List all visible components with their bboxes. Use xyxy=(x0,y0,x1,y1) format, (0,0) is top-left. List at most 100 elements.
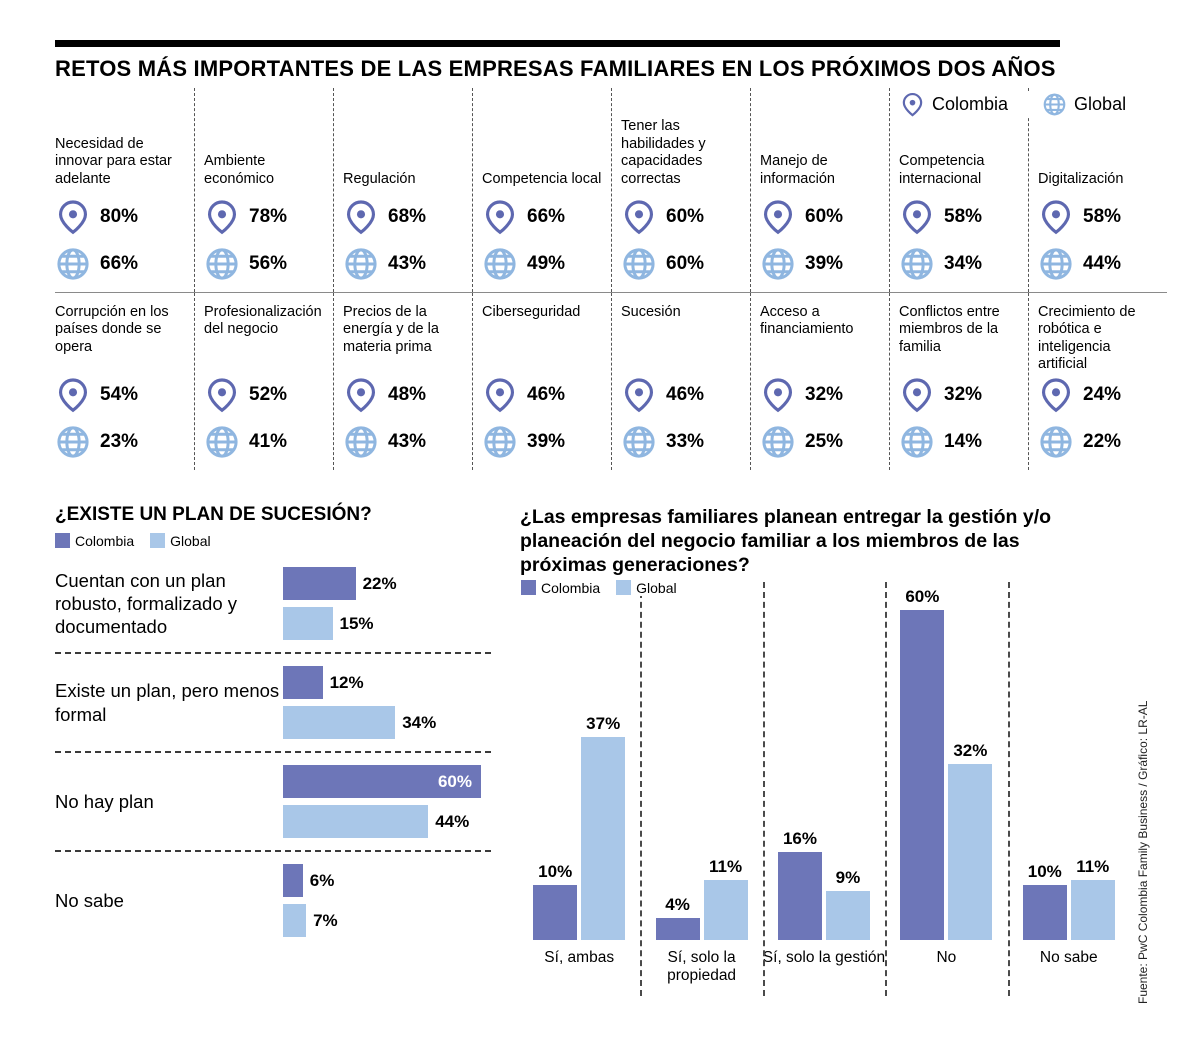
challenge-label: Corrupción en los países donde se opera xyxy=(55,304,169,355)
global-bar xyxy=(283,607,333,640)
global-bar xyxy=(283,904,307,937)
global-bar xyxy=(825,890,870,940)
bar-group: 10% 37% Sí, ambas xyxy=(518,582,640,996)
succession-category: No hay plan xyxy=(55,790,154,812)
colombia-value: 80% xyxy=(100,206,139,227)
global-bar-value: 34% xyxy=(402,712,437,732)
colombia-value: 58% xyxy=(944,206,983,227)
globe-icon xyxy=(55,424,91,460)
colombia-value: 66% xyxy=(527,206,566,227)
map-pin-icon xyxy=(760,377,796,413)
global-bar xyxy=(948,764,993,940)
challenge-item: Necesidad de innovar para estar adelante… xyxy=(55,88,194,292)
source-credit: Fuente: PwC Colombia Family Business / G… xyxy=(1136,700,1150,1004)
challenge-item: Ambiente económico 78% 56% xyxy=(194,88,333,292)
colombia-bar xyxy=(777,852,822,940)
legend-colombia: Colombia xyxy=(521,580,600,596)
colombia-value: 46% xyxy=(527,384,566,405)
management-chart-title: ¿Las empresas familiares planean entrega… xyxy=(520,506,1052,576)
globe-icon xyxy=(343,424,379,460)
challenge-label: Manejo de información xyxy=(760,153,835,187)
challenge-label: Sucesión xyxy=(621,304,681,320)
challenge-item: Digitalización 58% 44% xyxy=(1028,88,1167,292)
page-title: RETOS MÁS IMPORTANTES DE LAS EMPRESAS FA… xyxy=(55,56,1056,81)
title-rule xyxy=(55,40,1060,47)
colombia-value: 58% xyxy=(1083,206,1122,227)
bar-group: 60% 32% No xyxy=(885,582,1007,996)
globe-icon xyxy=(482,246,518,282)
challenge-item: Conflictos entre miembros de la familia … xyxy=(889,293,1028,470)
colombia-value: 54% xyxy=(100,384,139,405)
legend-colombia: Colombia xyxy=(900,92,1008,117)
global-value: 60% xyxy=(666,253,705,274)
colombia-bar-value: 10% xyxy=(538,862,573,881)
colombia-value: 60% xyxy=(666,206,705,227)
challenge-label: Profesionalización del negocio xyxy=(204,304,322,338)
globe-icon xyxy=(899,424,935,460)
globe-icon xyxy=(204,424,240,460)
global-bar-value: 9% xyxy=(835,867,861,887)
global-value: 39% xyxy=(527,431,566,452)
global-bar xyxy=(703,879,748,940)
colombia-bar xyxy=(533,885,578,940)
colombia-value: 68% xyxy=(388,206,427,227)
global-value: 34% xyxy=(944,253,983,274)
bar-group-category: Sí, solo la propiedad xyxy=(667,949,737,984)
challenge-label: Digitalización xyxy=(1038,170,1124,187)
dashed-separator xyxy=(55,652,491,654)
global-value: 23% xyxy=(100,431,139,452)
challenge-item: Crecimiento de robótica e inteligencia a… xyxy=(1028,293,1167,470)
map-pin-icon xyxy=(204,199,240,235)
succession-category: No sabe xyxy=(55,889,124,911)
global-bar xyxy=(283,706,396,739)
challenge-label: Ciberseguridad xyxy=(482,304,581,320)
succession-row: No hay plan 60% 44% xyxy=(55,753,491,850)
dashed-separator-vertical xyxy=(885,582,888,996)
legend-colombia-label: Colombia xyxy=(541,580,601,596)
challenge-item: Competencia local 66% 49% xyxy=(472,88,611,292)
map-pin-icon xyxy=(204,377,240,413)
global-bar xyxy=(283,805,429,838)
map-pin-icon xyxy=(899,199,935,235)
colombia-value: 52% xyxy=(249,384,288,405)
challenges-grid: Necesidad de innovar para estar adelante… xyxy=(55,88,1167,470)
colombia-swatch xyxy=(521,580,536,595)
challenge-item: Profesionalización del negocio 52% 41% xyxy=(194,293,333,470)
globe-icon xyxy=(1042,92,1067,117)
colombia-bar-value: 22% xyxy=(362,573,397,593)
challenge-item: Corrupción en los países donde se opera … xyxy=(55,293,194,470)
map-pin-icon xyxy=(482,199,518,235)
challenge-item: Precios de la energía y de la materia pr… xyxy=(333,293,472,470)
colombia-bar-value: 4% xyxy=(665,895,690,914)
challenge-item: Regulación 68% 43% xyxy=(333,88,472,292)
challenge-label: Ambiente económico xyxy=(204,153,275,187)
succession-category: Cuentan con un plan robusto, formalizado… xyxy=(55,569,238,638)
globe-icon xyxy=(899,246,935,282)
challenge-label: Precios de la energía y de la materia pr… xyxy=(343,304,439,355)
dashed-separator-vertical xyxy=(640,582,643,996)
challenge-label: Regulación xyxy=(343,170,416,187)
map-pin-icon xyxy=(900,92,925,117)
colombia-value: 32% xyxy=(805,384,844,405)
map-pin-icon xyxy=(55,199,91,235)
global-value: 44% xyxy=(1083,253,1122,274)
map-pin-icon xyxy=(343,199,379,235)
bar-group: 10% 11% No sabe xyxy=(1008,582,1130,996)
colombia-bar xyxy=(283,666,323,699)
global-swatch xyxy=(150,533,166,548)
challenges-row-2: Corrupción en los países donde se opera … xyxy=(55,292,1167,470)
challenge-item: Acceso a financiamiento 32% 25% xyxy=(750,293,889,470)
colombia-bar-value: 6% xyxy=(309,870,335,890)
challenge-label: Competencia local xyxy=(482,170,602,187)
colombia-value: 60% xyxy=(805,206,844,227)
global-bar-value: 11% xyxy=(1076,856,1110,876)
challenges-legend: Colombia Global xyxy=(900,92,1127,117)
succession-chart-title: ¿EXISTE UN PLAN DE SUCESIÓN? xyxy=(55,504,372,525)
colombia-value: 24% xyxy=(1083,384,1122,405)
global-value: 66% xyxy=(100,253,139,274)
legend-global-label: Global xyxy=(170,533,211,549)
legend-global-label: Global xyxy=(1074,94,1127,114)
colombia-bar xyxy=(655,918,700,940)
global-bar-value: 7% xyxy=(313,910,338,930)
global-value: 25% xyxy=(805,431,844,452)
